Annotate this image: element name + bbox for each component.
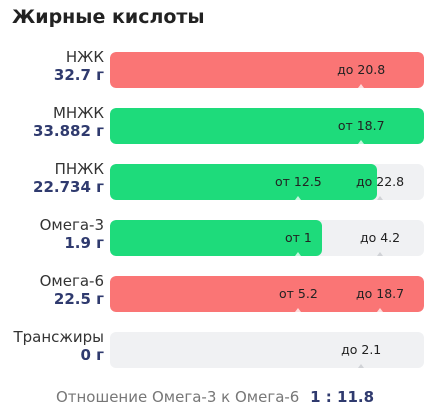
range-marker-tick	[377, 252, 384, 256]
nutrient-row: Трансжиры 0 г до 2.1	[0, 328, 430, 372]
progress-fill	[110, 108, 424, 144]
range-marker-label: от 12.5	[275, 174, 322, 189]
progress-fill	[110, 220, 322, 256]
nutrient-amount: 32.7 г	[53, 66, 104, 84]
range-marker-label: до 20.8	[337, 62, 386, 77]
nutrient-name: Омега-6	[39, 272, 104, 290]
nutrient-name: Трансжиры	[13, 328, 104, 346]
nutrient-amount: 22.5 г	[53, 290, 104, 308]
range-marker-label: до 18.7	[355, 286, 405, 301]
progress-track: от 18.7	[110, 108, 424, 144]
progress-track: от 5.2 до 18.7	[110, 276, 424, 312]
omega-ratio-label: Отношение Омега-3 к Омега-6	[55, 388, 300, 406]
range-marker-label: до 2.1	[341, 342, 382, 357]
range-marker-label: от 5.2	[278, 286, 318, 301]
range-marker-tick	[295, 252, 302, 256]
nutrient-row: МНЖК 33.882 г от 18.7	[0, 104, 430, 148]
omega-ratio: Отношение Омега-3 к Омега-6 1 : 11.8	[0, 388, 430, 406]
range-marker-tick	[295, 196, 302, 200]
range-marker-tick	[358, 84, 365, 88]
range-marker-tick	[358, 364, 365, 368]
progress-fill	[110, 276, 424, 312]
nutrient-name: МНЖК	[52, 104, 104, 122]
nutrient-row: Омега-6 22.5 г от 5.2 до 18.7	[0, 272, 430, 316]
omega-ratio-value: 1 : 11.8	[310, 388, 375, 406]
progress-track: от 1 до 4.2	[110, 220, 424, 256]
nutrient-name: Омега-3	[39, 216, 104, 234]
range-marker-tick	[377, 308, 384, 312]
nutrient-row: НЖК 32.7 г до 20.8	[0, 48, 430, 92]
nutrient-amount: 1.9 г	[64, 234, 104, 252]
range-marker-label: от 1	[284, 230, 312, 245]
nutrient-amount: 22.734 г	[33, 178, 104, 196]
nutrient-row: Омега-3 1.9 г от 1 до 4.2	[0, 216, 430, 260]
progress-fill	[110, 164, 377, 200]
nutrient-amount: 33.882 г	[33, 122, 104, 140]
range-marker-tick	[377, 196, 384, 200]
range-marker-label: до 4.2	[359, 230, 401, 245]
nutrient-name: НЖК	[65, 48, 104, 66]
range-marker-tick	[295, 308, 302, 312]
nutrient-amount: 0 г	[80, 346, 105, 364]
progress-fill	[110, 52, 424, 88]
nutrient-name: ПНЖК	[54, 160, 104, 178]
nutrient-row: ПНЖК 22.734 г от 12.5 до 22.8	[0, 160, 430, 204]
progress-track: до 2.1	[110, 332, 424, 368]
range-marker-label: до 22.8	[355, 174, 405, 189]
section-title: Жирные кислоты	[12, 6, 205, 28]
progress-track: до 20.8	[110, 52, 424, 88]
range-marker-tick	[358, 140, 365, 144]
progress-track: от 12.5 до 22.8	[110, 164, 424, 200]
range-marker-label: от 18.7	[337, 118, 385, 133]
